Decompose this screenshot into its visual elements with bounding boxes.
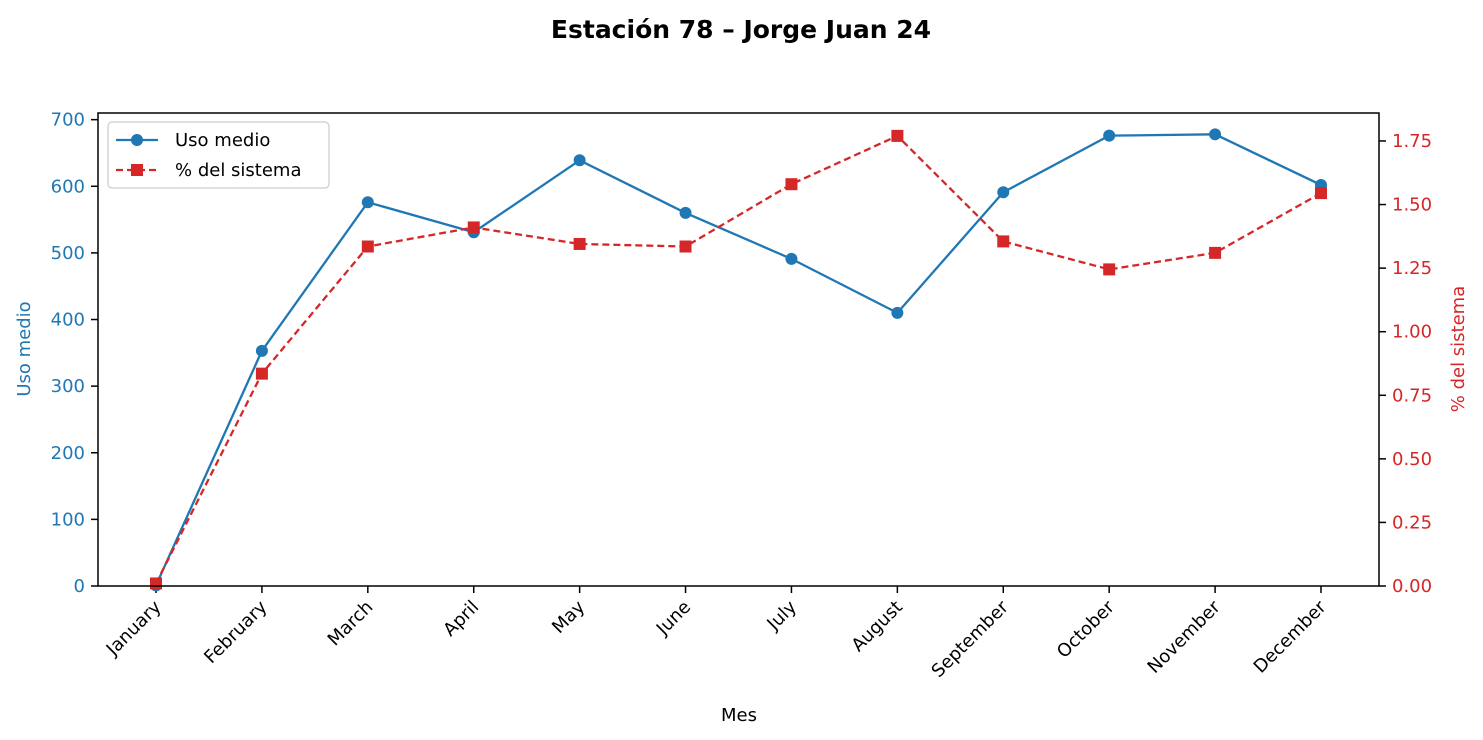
x-tick-label: October <box>1053 596 1119 662</box>
y-right-tick-label: 1.25 <box>1392 258 1432 279</box>
plot-area: 0 100 200 300 400 500 600 700 0.00 0.25 0.50 0.75 1.… <box>51 110 1432 682</box>
x-tick-label: July <box>763 596 802 635</box>
data-point <box>255 344 268 357</box>
y-right-tick-label: 1.75 <box>1392 131 1432 152</box>
data-point <box>679 240 692 253</box>
y-left-tick-label: 0 <box>74 576 85 597</box>
x-tick-label: September <box>928 596 1014 682</box>
y-right-tick-label: 0.00 <box>1392 576 1432 597</box>
y-left-tick-label: 300 <box>51 376 85 397</box>
chart-title: Estación 78 – Jorge Juan 24 <box>551 15 931 44</box>
data-point <box>679 206 692 219</box>
legend-marker <box>131 164 143 176</box>
y-right-tick-label: 0.50 <box>1392 449 1432 470</box>
y-right-tick-label: 1.50 <box>1392 195 1432 216</box>
data-point <box>1209 246 1222 259</box>
legend-label: % del sistema <box>175 160 302 181</box>
y-left-tick-label: 100 <box>51 509 85 530</box>
x-tick-label: March <box>324 597 378 651</box>
y-right-tick-label: 0.75 <box>1392 385 1432 406</box>
series-1 <box>150 128 1327 592</box>
y-axis-right-label: % del sistema <box>1448 286 1469 413</box>
data-point <box>1103 129 1116 142</box>
data-point <box>361 196 374 209</box>
x-tick-label: December <box>1250 596 1331 677</box>
x-tick-label: January <box>102 596 166 660</box>
data-point <box>573 154 586 167</box>
y-left-tick-label: 400 <box>51 310 85 331</box>
y-left-tick-label: 200 <box>51 443 85 464</box>
legend-marker <box>131 134 143 146</box>
data-point <box>997 186 1010 199</box>
data-point <box>785 252 798 265</box>
data-point <box>150 577 162 590</box>
x-tick-label: April <box>439 597 483 641</box>
data-point <box>891 129 904 142</box>
x-tick-label: June <box>652 597 695 640</box>
x-tick-label: May <box>548 596 589 637</box>
y-left-tick-label: 700 <box>51 110 85 131</box>
y-right-tick-label: 1.00 <box>1392 322 1432 343</box>
data-point <box>1209 128 1222 141</box>
y-axis-left-label: Uso medio <box>14 301 35 396</box>
data-point <box>361 240 374 253</box>
x-tick-label: February <box>200 596 271 667</box>
data-point <box>1315 187 1327 200</box>
data-point <box>785 178 798 191</box>
series-2 <box>150 129 1327 590</box>
data-point <box>573 237 586 250</box>
legend-box <box>107 121 330 189</box>
series-line <box>154 133 1322 586</box>
x-axis-label: Mes <box>721 705 757 726</box>
plot-frame <box>97 112 1380 587</box>
y-left-tick-label: 600 <box>51 176 85 197</box>
data-point <box>891 306 904 319</box>
y-right-tick-label: 0.25 <box>1392 512 1432 533</box>
x-tick-label: November <box>1144 596 1225 677</box>
legend: Uso medio % del sistema <box>107 121 330 189</box>
data-point <box>1103 263 1116 276</box>
y-left-tick-label: 500 <box>51 243 85 264</box>
data-point <box>467 221 480 234</box>
data-point <box>997 235 1010 248</box>
x-tick-label: August <box>848 597 907 656</box>
series-line <box>154 134 1322 584</box>
data-point <box>255 367 268 380</box>
legend-label: Uso medio <box>175 130 270 151</box>
